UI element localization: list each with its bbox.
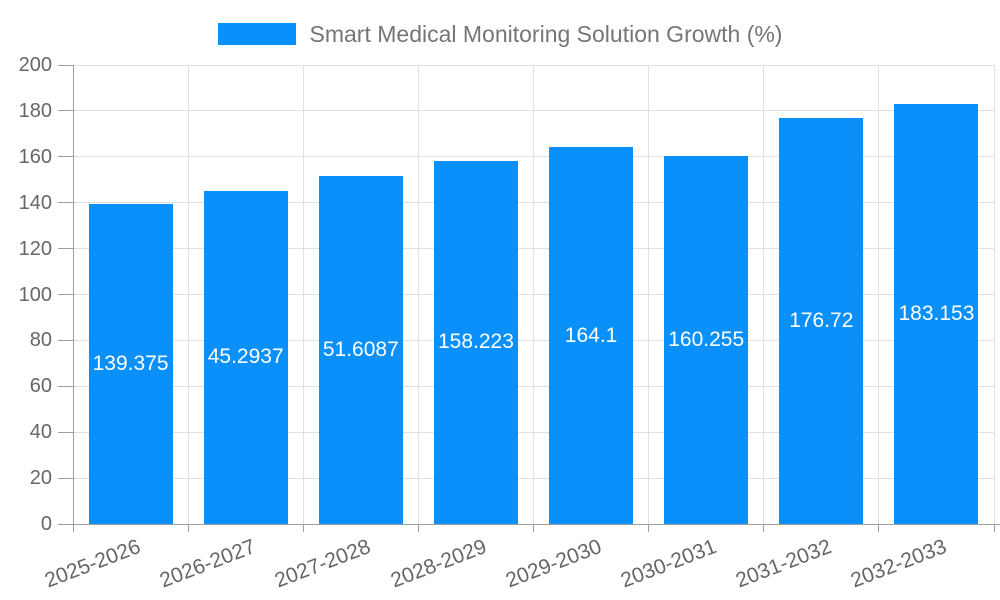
gridline-vertical [533,65,534,524]
bar-value-label: 176.72 [789,309,854,333]
legend-label: Smart Medical Monitoring Solution Growth… [309,21,783,47]
y-axis-tick [58,202,73,204]
gridline-vertical [878,65,880,524]
gridline-vertical [417,65,419,524]
bar[interactable] [88,204,173,524]
y-tick-label: 40 [29,421,52,444]
y-tick-label: 20 [29,467,52,490]
gridline-vertical [993,65,995,524]
x-axis-tick [648,524,650,532]
bar-value-label: 160.255 [668,328,745,352]
bar[interactable] [549,147,634,524]
y-axis-tick [58,339,73,341]
y-axis-tick [58,156,73,158]
y-tick-label: 180 [18,99,52,122]
bar-value-label: 139.375 [92,352,169,376]
gridline-vertical [763,65,765,524]
y-axis-tick [58,431,73,433]
y-axis-tick [58,64,73,66]
x-axis-tick [187,524,189,532]
y-axis-tick [58,294,73,295]
gridline-vertical [648,65,650,524]
x-axis-tick [993,524,995,532]
y-tick-label: 0 [40,513,52,535]
x-tick-label: 2025-2026 [41,535,144,593]
x-tick-label: 2028-2029 [387,535,490,593]
x-tick-label: 2031-2032 [732,535,835,593]
bar-value-label: 164.1 [564,323,618,347]
y-tick-label: 140 [18,191,52,214]
bar[interactable] [664,156,749,524]
y-tick-label: 160 [18,145,52,168]
gridline-vertical [187,65,189,524]
gridline-vertical [302,65,304,524]
bar-value-label: 158.223 [437,330,514,354]
y-axis-tick [58,385,73,387]
y-axis-tick [58,477,73,479]
bar-value-label: 183.153 [898,301,975,325]
x-axis-tick [417,524,419,532]
x-tick-label: 2029-2030 [502,535,605,593]
bar-value-label: 51.6087 [322,338,399,362]
bar[interactable] [203,190,288,524]
y-tick-label: 120 [18,237,52,260]
y-tick-label: 60 [29,375,52,398]
legend-swatch-icon [217,23,296,45]
bar-value-label: 45.2937 [207,345,284,369]
bar[interactable] [318,176,403,524]
x-axis-tick [878,524,880,532]
x-tick-label: 2032-2033 [847,535,950,593]
y-tick-label: 80 [29,329,52,352]
legend[interactable]: Smart Medical Monitoring Solution Growth… [0,14,1000,54]
x-tick-label: 2027-2028 [272,535,375,593]
x-axis-line [58,523,1000,525]
x-tick-label: 2030-2031 [617,535,720,593]
bar[interactable] [779,118,864,524]
y-tick-label: 200 [18,54,52,76]
bar[interactable] [433,160,518,524]
y-axis-line [72,65,74,524]
x-axis-tick [763,524,765,532]
x-axis-tick [72,524,74,532]
x-axis-tick [533,524,534,532]
x-tick-label: 2026-2027 [156,535,259,593]
y-axis-tick [58,248,73,250]
x-axis-tick [302,524,304,532]
y-tick-label: 100 [18,283,52,306]
bar[interactable] [894,103,979,524]
y-axis-tick [58,110,73,112]
